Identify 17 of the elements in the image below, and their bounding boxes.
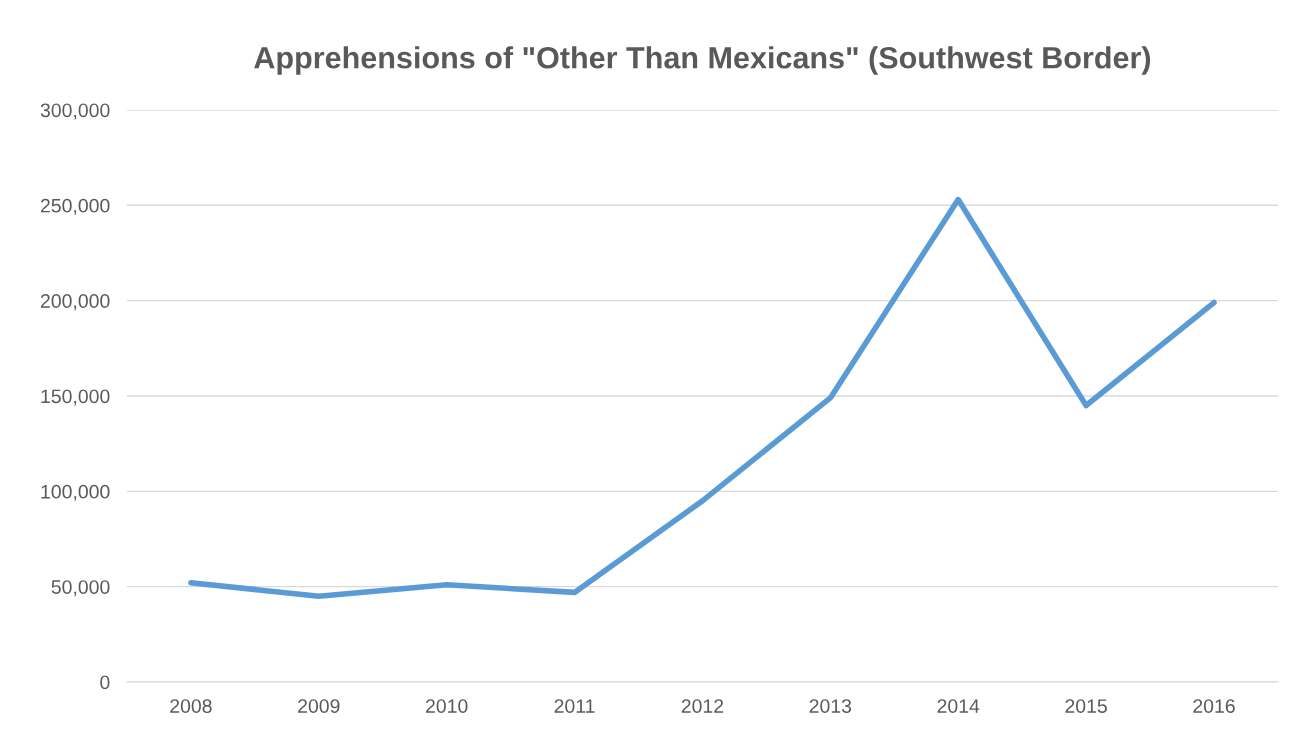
x-tick-label: 2009 [298,699,340,713]
x-tick-label: 2011 [554,699,595,713]
y-tick-label: 0 [100,675,110,690]
x-tick-label: 2014 [937,699,980,713]
x-tick-label: 2015 [1065,699,1107,713]
x-tick-label: 2013 [809,699,852,713]
x-tick-label: 2010 [426,699,468,713]
y-tick-label: 300,000 [40,103,110,120]
y-tick-label: 250,000 [40,198,110,215]
x-tick-label: 2016 [1193,699,1235,713]
x-tick-label: 2008 [170,699,212,713]
chart-title: Apprehensions of "Other Than Mexicans" (Southwest Border) [254,46,1151,75]
y-tick-label: 100,000 [41,484,110,501]
y-tick-label: 50,000 [51,580,110,597]
y-tick-label: 150,000 [41,389,110,406]
x-tick-label: 2012 [681,699,724,713]
y-tick-label: 200,000 [40,294,110,311]
